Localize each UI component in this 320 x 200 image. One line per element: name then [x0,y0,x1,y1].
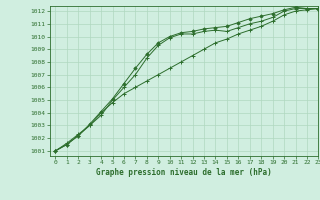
X-axis label: Graphe pression niveau de la mer (hPa): Graphe pression niveau de la mer (hPa) [96,168,272,177]
